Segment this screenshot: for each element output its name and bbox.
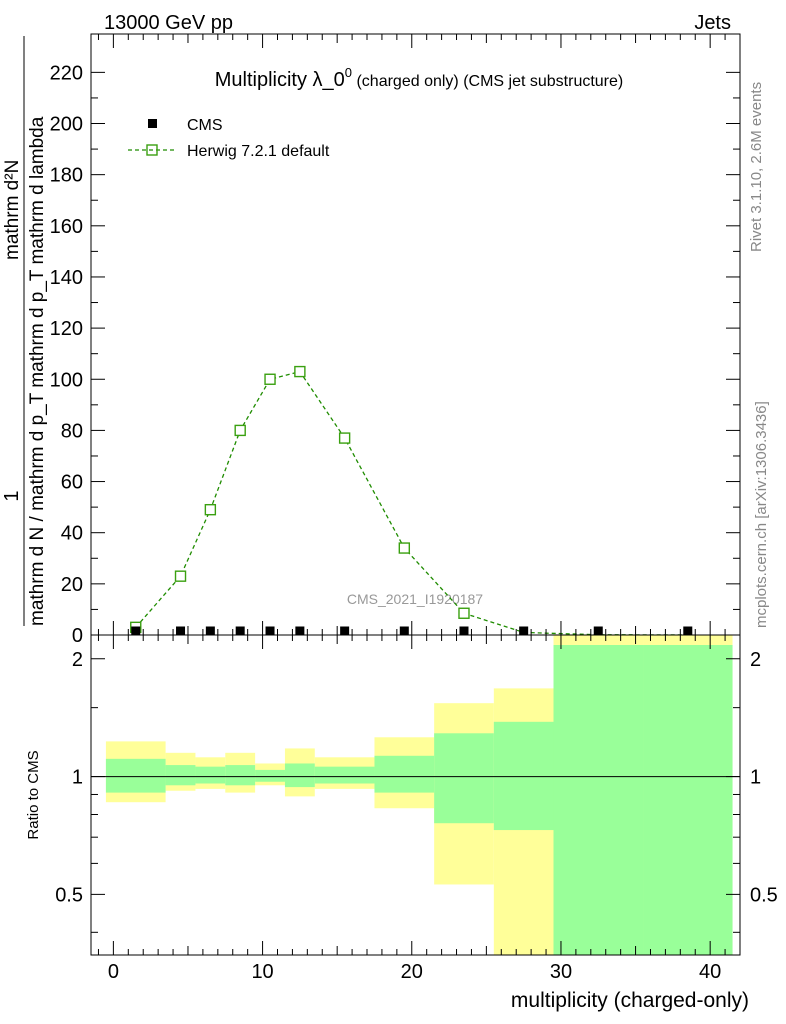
cms-point [399, 626, 409, 636]
ratio-ylabel: Ratio to CMS [25, 750, 42, 839]
ratio-ytick-label-right: 1 [750, 767, 761, 789]
herwig-point [174, 570, 187, 582]
ratio-xtick-label: 20 [401, 961, 423, 983]
main-ylabel: 1 mathrm d N / mathrm d p_T mathrm d p_T… [1, 36, 48, 626]
herwig-point [458, 607, 470, 619]
cms-point [683, 626, 693, 636]
ratio-band-inner [553, 645, 644, 955]
cms-point [235, 626, 245, 636]
cms-point [340, 626, 350, 636]
cms-point [265, 626, 275, 636]
ratio-ytick-label: 2 [72, 649, 83, 671]
watermark-text: CMS_2021_I1920187 [347, 591, 483, 607]
main-ylabel-numerator: 1 [1, 490, 23, 501]
main-ytick-label: 220 [50, 62, 83, 84]
ratio-band-inner [314, 766, 375, 784]
cms-point [176, 626, 186, 636]
ratio-band-inner [165, 765, 196, 786]
herwig-point [234, 424, 246, 437]
ratio-frame [90, 634, 741, 956]
main-ytick-label: 60 [61, 472, 83, 494]
main-ytick-label: 160 [50, 216, 83, 238]
ratio-ytick-label-right: 0.5 [750, 884, 778, 906]
cms-point [131, 626, 141, 636]
ratio-xtick-label: 0 [108, 961, 119, 983]
herwig-point [204, 503, 217, 516]
main-ylabel-denominator: mathrm d N / mathrm d p_T mathrm d p_T m… [27, 116, 48, 626]
ratio-xtick-label: 30 [550, 961, 572, 983]
main-ytick-label: 200 [50, 114, 83, 136]
ratio-band-inner [374, 755, 435, 793]
legend-cms-marker [148, 119, 157, 128]
ratio-xlabel: multiplicity (charged-only) [511, 989, 749, 1012]
ratio-band-inner [493, 721, 554, 831]
ratio-band-inner [434, 733, 494, 824]
side-mcplots-text: mcplots.cern.ch [arXiv:1306.3436] [753, 401, 770, 628]
main-ytick-label: 140 [50, 267, 83, 289]
ratio-band-inner [225, 765, 256, 786]
ratio-band-inner [643, 645, 733, 955]
legend-herwig-marker [146, 144, 158, 156]
ratio-ytick-label: 1 [72, 767, 83, 789]
legend-herwig-label: Herwig 7.2.1 default [187, 143, 330, 160]
header-right: Jets [694, 12, 731, 34]
legend: CMS Herwig 7.2.1 default [128, 117, 330, 160]
herwig-point [338, 432, 351, 444]
cms-point [459, 626, 469, 636]
main-ytick-label: 100 [50, 369, 83, 391]
main-ytick-label: 40 [61, 523, 83, 545]
side-rivet-text: Rivet 3.1.10, 2.6M events [748, 82, 765, 252]
main-plot: Multiplicity λ_00 (charged only) (CMS je… [1, 33, 741, 647]
main-ytick-label: 80 [61, 420, 83, 442]
cms-point [205, 626, 215, 636]
ratio-band-inner [105, 758, 166, 793]
main-ylabel-top: mathrm d²N [2, 160, 23, 260]
herwig-point [398, 542, 411, 554]
header-left: 13000 GeV pp [104, 12, 233, 34]
herwig-point [294, 365, 306, 378]
ratio-plot: 0.5 0.51 12 20 10 20 30 40 Ratio to CMS multipl… [25, 634, 778, 1012]
ratio-band-inner [255, 769, 285, 782]
main-ytick-label: 180 [50, 165, 83, 187]
ratio-xtick-label: 10 [251, 961, 273, 983]
main-ytick-label: 20 [61, 574, 83, 596]
cms-point [295, 626, 305, 636]
ratio-band-inner [195, 766, 226, 784]
ratio-band-inner [284, 763, 315, 788]
ratio-xtick-label: 40 [699, 961, 721, 983]
main-title: Multiplicity λ_00 (charged only) (CMS je… [215, 65, 623, 91]
main-ytick-label: 0 [72, 625, 83, 647]
ratio-ytick-label-right: 2 [750, 649, 761, 671]
cms-point [593, 626, 603, 636]
main-ytick-label: 120 [50, 318, 83, 340]
ratio-ytick-label: 0.5 [55, 884, 83, 906]
herwig-point [264, 373, 276, 385]
cms-point [519, 626, 529, 636]
herwig-line [135, 370, 688, 636]
legend-cms-label: CMS [187, 117, 223, 134]
